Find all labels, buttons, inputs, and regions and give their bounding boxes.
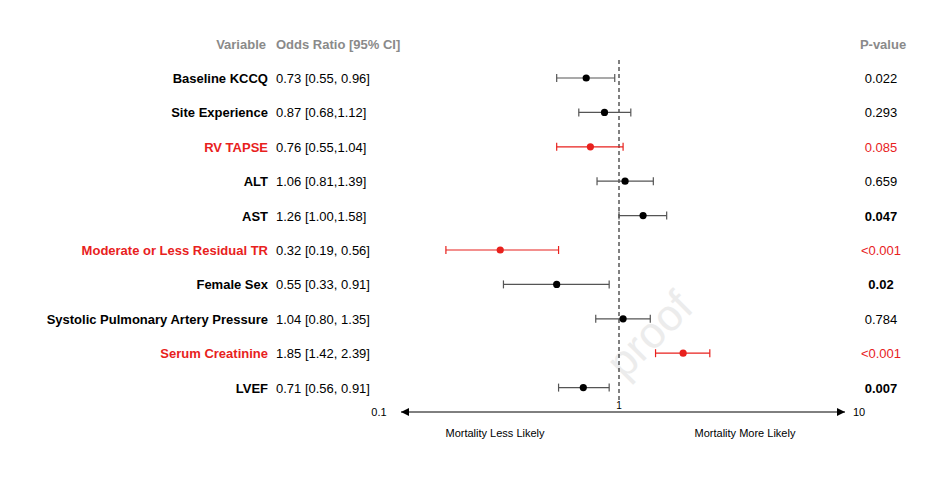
p-value: 0.02 [868, 277, 893, 292]
annotation: Mortality Less Likely [445, 427, 545, 439]
variable-label: AST [242, 209, 268, 224]
odds-ratio-label: 0.55 [0.33, 0.91] [276, 277, 370, 292]
odds-ratio-point [639, 212, 646, 219]
variable-label: Female Sex [196, 277, 268, 292]
ci-cap-low [503, 280, 504, 288]
ci-cap-low [558, 384, 559, 392]
odds-ratio-label: 1.85 [1.42, 2.39] [276, 346, 370, 361]
variable-label: Site Experience [171, 105, 268, 120]
p-value: 0.047 [865, 209, 898, 224]
odds-ratio-point [587, 143, 594, 150]
odds-ratio-label: 1.26 [1.00,1.58] [276, 209, 366, 224]
variable-label: ALT [244, 174, 268, 189]
ci-cap-high [558, 246, 559, 254]
p-value: 0.007 [865, 381, 898, 396]
ci-cap-high [709, 349, 710, 357]
variable-label: Systolic Pulmonary Artery Pressure [47, 312, 268, 327]
odds-ratio-label: 0.71 [0.56, 0.91] [276, 381, 370, 396]
tick-label: 10 [853, 406, 865, 418]
annotation: Mortality More Likely [695, 427, 796, 439]
ci-cap-low [578, 108, 579, 116]
odds-ratio-label: 0.87 [0.68,1.12] [276, 105, 366, 120]
ci-cap-low [556, 143, 557, 151]
ci-cap-high [653, 177, 654, 185]
p-value: 0.085 [865, 140, 898, 155]
header: P-value [860, 37, 906, 52]
tick-label: 1 [616, 400, 622, 411]
header: Variable [216, 37, 266, 52]
variable-label: RV TAPSE [204, 140, 268, 155]
ci-cap-low [445, 246, 446, 254]
ci-cap-high [609, 384, 610, 392]
ci-cap-high [609, 280, 610, 288]
ci-cap-high [630, 108, 631, 116]
odds-ratio-label: 1.06 [0.81,1.39] [276, 174, 366, 189]
ci-cap-high [622, 143, 623, 151]
p-value: 0.659 [865, 174, 898, 189]
p-value: <0.001 [861, 243, 901, 258]
axis-arrow [401, 408, 409, 416]
odds-ratio-point [580, 384, 587, 391]
p-value: 0.022 [865, 71, 898, 86]
odds-ratio-label: 1.04 [0.80, 1.35] [276, 312, 370, 327]
variable-label: LVEF [236, 381, 268, 396]
variable-label: Baseline KCCQ [173, 71, 268, 86]
plot-area [446, 74, 710, 392]
odds-ratio-label: 0.73 [0.55, 0.96] [276, 71, 370, 86]
odds-ratio-point [601, 109, 608, 116]
tick-label: 0.1 [371, 406, 386, 418]
odds-ratio-label: 0.76 [0.55,1.04] [276, 140, 366, 155]
odds-ratio-point [619, 315, 626, 322]
variable-label: Moderate or Less Residual TR [82, 243, 269, 258]
ci-cap-high [650, 315, 651, 323]
odds-ratio-point [583, 74, 590, 81]
odds-ratio-point [553, 281, 560, 288]
ci-cap-low [556, 74, 557, 82]
reference-line [619, 60, 620, 400]
header: Odds Ratio [95% CI] [276, 37, 400, 52]
axis-arrow [837, 408, 845, 416]
ci-cap-high [614, 74, 615, 82]
variable-label: Serum Creatinine [160, 346, 268, 361]
p-value: 0.293 [865, 105, 898, 120]
ci-cap-low [618, 212, 619, 220]
odds-ratio-point [497, 246, 504, 253]
ci-cap-low [655, 349, 656, 357]
ci-cap-high [666, 212, 667, 220]
odds-ratio-point [680, 350, 687, 357]
odds-ratio-label: 0.32 [0.19, 0.56] [276, 243, 370, 258]
p-value: 0.784 [865, 312, 898, 327]
watermark: proof [596, 281, 702, 387]
odds-ratio-point [621, 178, 628, 185]
p-value: <0.001 [861, 346, 901, 361]
axis-line [401, 412, 845, 413]
ci-cap-low [596, 177, 597, 185]
forest-plot: proof Variable Odds Ratio [95% CI] P-value B… [0, 0, 931, 487]
ci-cap-low [595, 315, 596, 323]
